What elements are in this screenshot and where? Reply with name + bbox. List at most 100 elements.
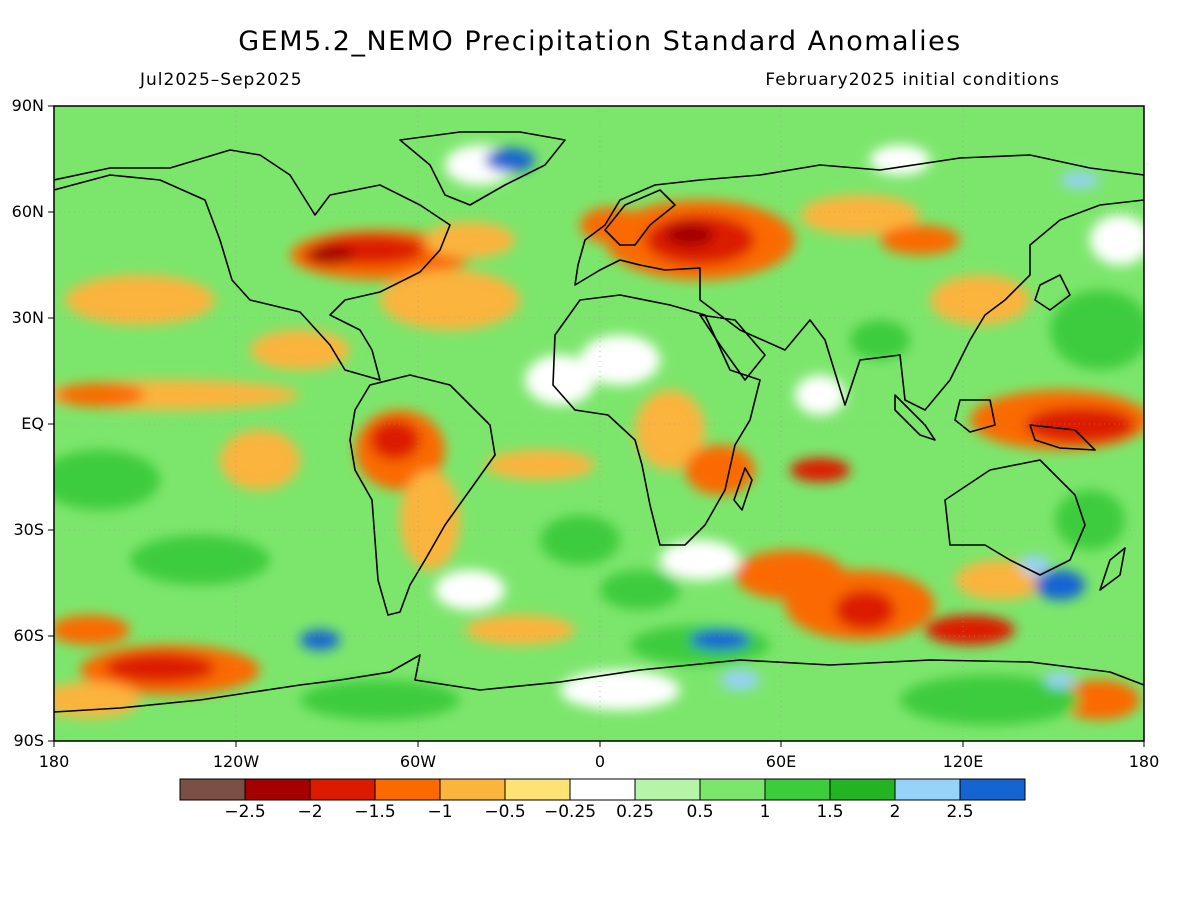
anomaly-patch: [300, 630, 340, 650]
anomaly-patch: [1060, 680, 1140, 720]
colorbar-label: 1: [759, 802, 771, 822]
madagascar-coast: [733, 467, 753, 511]
anomaly-patch: [560, 670, 680, 710]
antarctica-coast: [54, 654, 1144, 713]
colorbar-label: −1: [427, 802, 453, 822]
anomaly-patch: [465, 615, 575, 645]
colorbar-label: 2.5: [946, 802, 974, 822]
anomaly-patch: [925, 615, 1015, 645]
borneo-coast: [954, 399, 996, 433]
coastlines: [54, 131, 1144, 713]
new-guinea-coast: [1029, 424, 1096, 451]
north-america-coast: [54, 149, 451, 381]
australia-coast: [944, 459, 1086, 576]
anomaly-patch: [665, 223, 715, 247]
colorbar-label: 1.5: [816, 802, 844, 822]
anomaly-patch: [800, 195, 920, 235]
anomaly-patch: [65, 275, 215, 325]
colorbar-label: 0.5: [686, 802, 714, 822]
anomaly-patch: [54, 615, 130, 645]
anomaly-patch: [380, 270, 520, 330]
anomaly-patch: [485, 148, 535, 172]
arabian-peninsula-coast: [699, 314, 766, 381]
lat-label-eq: EQ: [21, 414, 44, 433]
scandinavia-coast: [604, 189, 676, 246]
anomaly-patch: [1035, 570, 1085, 600]
eurasia-coast: [574, 154, 1144, 411]
anomaly-patch: [54, 682, 140, 718]
anomaly-patch: [720, 670, 760, 690]
anomaly-patch: [435, 570, 505, 610]
colorbar-label: −2: [297, 802, 323, 822]
colorbar-label: −0.25: [543, 802, 597, 822]
colorbar-label: −2.5: [224, 802, 266, 822]
colorbar-swatch: [959, 778, 1026, 801]
anomaly-patch: [1060, 172, 1100, 188]
anomaly-patch: [305, 245, 355, 265]
anomaly-patch: [880, 225, 960, 255]
anomaly-patch: [400, 470, 460, 570]
colorbar-swatch: [504, 778, 571, 801]
colorbar-swatch: [244, 778, 311, 801]
anomaly-patch: [835, 590, 895, 630]
anomaly-patch: [54, 450, 160, 510]
anomaly-patch: [635, 390, 705, 470]
anomaly-patch: [735, 550, 845, 600]
colorbar-label: 0.25: [616, 802, 654, 822]
greenland-coast: [399, 131, 566, 206]
anomaly-patch: [930, 275, 1030, 325]
colorbar-swatch: [634, 778, 701, 801]
anomaly-patch: [1025, 407, 1135, 443]
anomaly-patch: [540, 515, 620, 565]
lon-label-120e: 120E: [942, 752, 984, 771]
colorbar-swatch: [699, 778, 766, 801]
colorbar-swatch: [309, 778, 376, 801]
colorbar: [179, 778, 1026, 801]
sumatra-coast: [894, 394, 936, 441]
anomaly-patch: [220, 430, 300, 490]
lat-label-30s: 30S: [13, 520, 44, 539]
new-zealand-coast: [1099, 547, 1126, 591]
lon-label-180w: 180: [38, 752, 70, 771]
graticule: [54, 106, 1144, 741]
anomaly-patch: [250, 330, 350, 370]
africa-coast: [552, 294, 761, 546]
colorbar-label: 2: [889, 802, 901, 822]
lat-label-30n: 30N: [11, 308, 44, 327]
anomaly-patch: [790, 458, 850, 482]
anomaly-patch: [660, 540, 740, 580]
colorbar-swatch: [764, 778, 831, 801]
lon-label-60e: 60E: [765, 752, 797, 771]
chart-title: GEM5.2_NEMO Precipitation Standard Anoma…: [238, 26, 962, 57]
lon-label-60w: 60W: [399, 752, 437, 771]
anomaly-patch: [1045, 672, 1075, 688]
anomaly-patch: [1055, 490, 1125, 550]
japan-coast: [1034, 274, 1071, 311]
anomaly-patch: [580, 335, 660, 385]
lon-label-180e: 180: [1128, 752, 1160, 771]
anomaly-patch: [1090, 215, 1144, 265]
south-america-coast: [349, 374, 496, 616]
lat-label-60n: 60N: [11, 202, 44, 221]
colorbar-swatch: [179, 778, 246, 801]
anomaly-patch: [525, 355, 595, 405]
colorbar-label: −1.5: [354, 802, 396, 822]
forecast-period: Jul2025–Sep2025: [140, 70, 303, 90]
anomaly-patch: [1020, 555, 1050, 575]
anomaly-patch: [600, 570, 680, 610]
colorbar-swatch: [439, 778, 506, 801]
colorbar-swatch: [374, 778, 441, 801]
anomaly-patch: [300, 680, 460, 720]
colorbar-label: −0.5: [484, 802, 526, 822]
anomaly-patch: [130, 535, 270, 585]
lat-label-60s: 60S: [13, 626, 44, 645]
anomaly-patch: [1050, 290, 1144, 370]
anomaly-patch: [105, 653, 215, 683]
colorbar-swatch: [894, 778, 961, 801]
anomaly-patch: [55, 383, 145, 407]
lat-label-90n: 90N: [11, 96, 44, 115]
colorbar-swatch: [829, 778, 896, 801]
initial-conditions: February2025 initial conditions: [765, 70, 1060, 90]
lat-label-90s: 90S: [13, 731, 44, 750]
